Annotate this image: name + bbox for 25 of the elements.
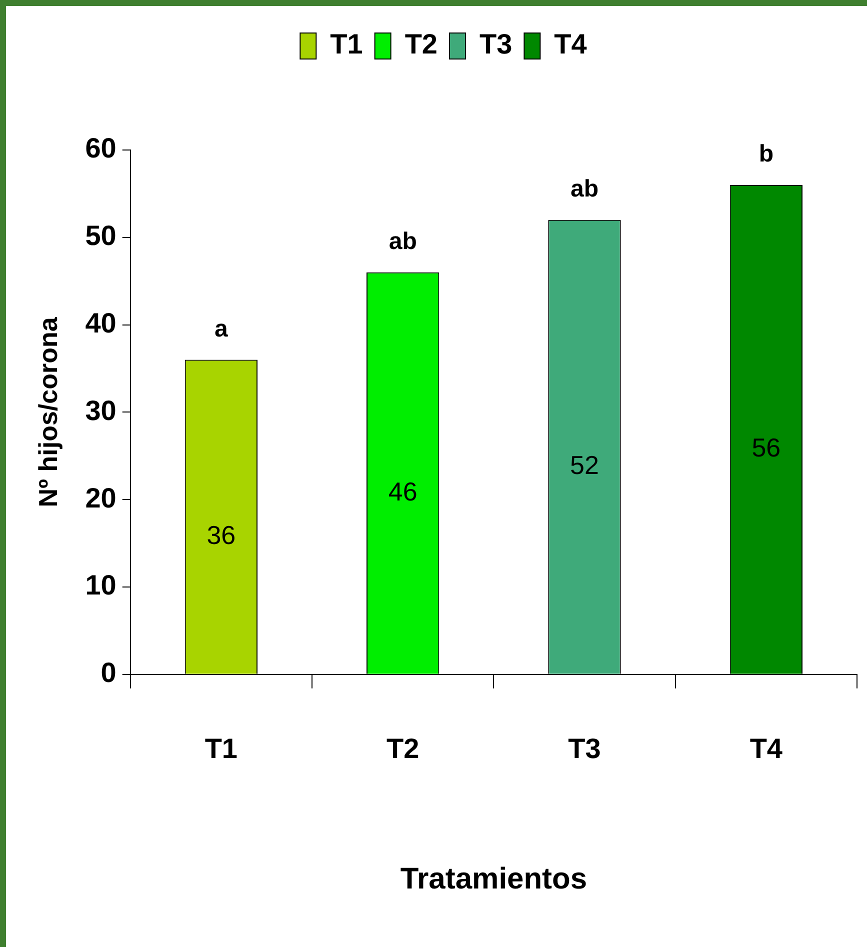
annotation: ab bbox=[388, 228, 417, 255]
y-tick-label: 60 bbox=[85, 132, 116, 164]
y-tick-label: 40 bbox=[85, 308, 116, 339]
legend-label: T1 bbox=[330, 28, 363, 60]
data-label: 36 bbox=[206, 520, 236, 550]
x-tick-label: T4 bbox=[750, 732, 783, 764]
x-axis-title: Tratamientos bbox=[400, 862, 588, 896]
x-tick-label: T3 bbox=[568, 732, 601, 764]
data-label: 52 bbox=[570, 450, 599, 480]
y-tick-label: 30 bbox=[85, 394, 116, 426]
y-tick-label: 20 bbox=[85, 482, 116, 514]
annotation: b bbox=[758, 140, 774, 168]
x-tick-label: T2 bbox=[386, 732, 420, 764]
y-tick-label: 10 bbox=[85, 570, 116, 601]
legend-label: T2 bbox=[404, 28, 438, 60]
annotation: a bbox=[214, 315, 228, 342]
x-tick-label: T1 bbox=[204, 732, 238, 764]
y-tick-label: 0 bbox=[100, 657, 116, 688]
data-label: 56 bbox=[752, 432, 781, 463]
y-axis-title: Nº hijos/corona bbox=[32, 316, 63, 508]
legend-label: T3 bbox=[480, 28, 512, 60]
annotation: ab bbox=[570, 176, 599, 203]
y-tick-label: 50 bbox=[85, 220, 116, 252]
data-label: 46 bbox=[388, 476, 418, 506]
legend-label: T4 bbox=[554, 28, 588, 60]
